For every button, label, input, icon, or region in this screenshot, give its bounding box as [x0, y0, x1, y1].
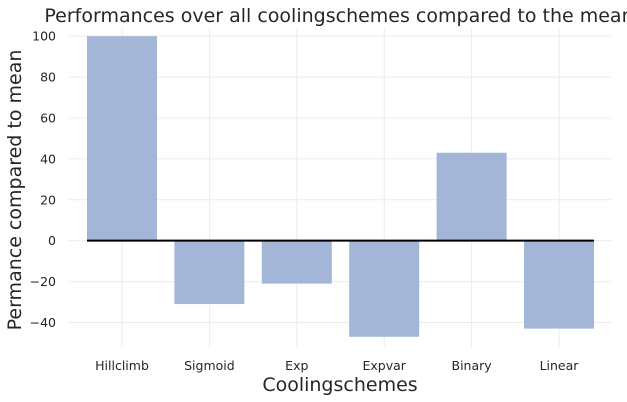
x-tick-label: Linear	[540, 358, 580, 373]
bar-sigmoid	[174, 240, 245, 305]
y-tick-labels: 100 80 60 40 20 0 −20 −40	[30, 29, 56, 330]
chart-title: Performances over all coolingschemes com…	[44, 5, 627, 27]
bars-layer	[87, 36, 594, 337]
y-tick-label: 100	[32, 29, 56, 44]
y-tick-label: 80	[40, 70, 56, 85]
y-tick-label: 40	[40, 151, 56, 166]
y-tick-label: 20	[40, 192, 56, 207]
y-axis-label: Permance compared to mean	[4, 50, 26, 331]
x-tick-label: Hillclimb	[95, 358, 149, 373]
y-tick-label: 60	[40, 110, 56, 125]
y-tick-label: −20	[30, 274, 56, 289]
y-tick-label: −40	[30, 315, 56, 330]
x-tick-label: Sigmoid	[184, 358, 235, 373]
bar-hillclimb	[87, 36, 157, 241]
y-tick-label: 0	[48, 233, 56, 248]
bar-binary	[436, 152, 507, 241]
x-tick-label: Exp	[285, 358, 308, 373]
bar-linear	[524, 240, 594, 329]
x-tick-labels: Hillclimb Sigmoid Exp Expvar Binary Linear	[95, 358, 579, 373]
x-tick-label: Expvar	[362, 358, 406, 373]
x-tick-label: Binary	[452, 358, 493, 373]
bar-exp	[261, 240, 332, 284]
bar-expvar	[349, 240, 420, 337]
x-axis-label: Coolingschemes	[262, 374, 417, 396]
